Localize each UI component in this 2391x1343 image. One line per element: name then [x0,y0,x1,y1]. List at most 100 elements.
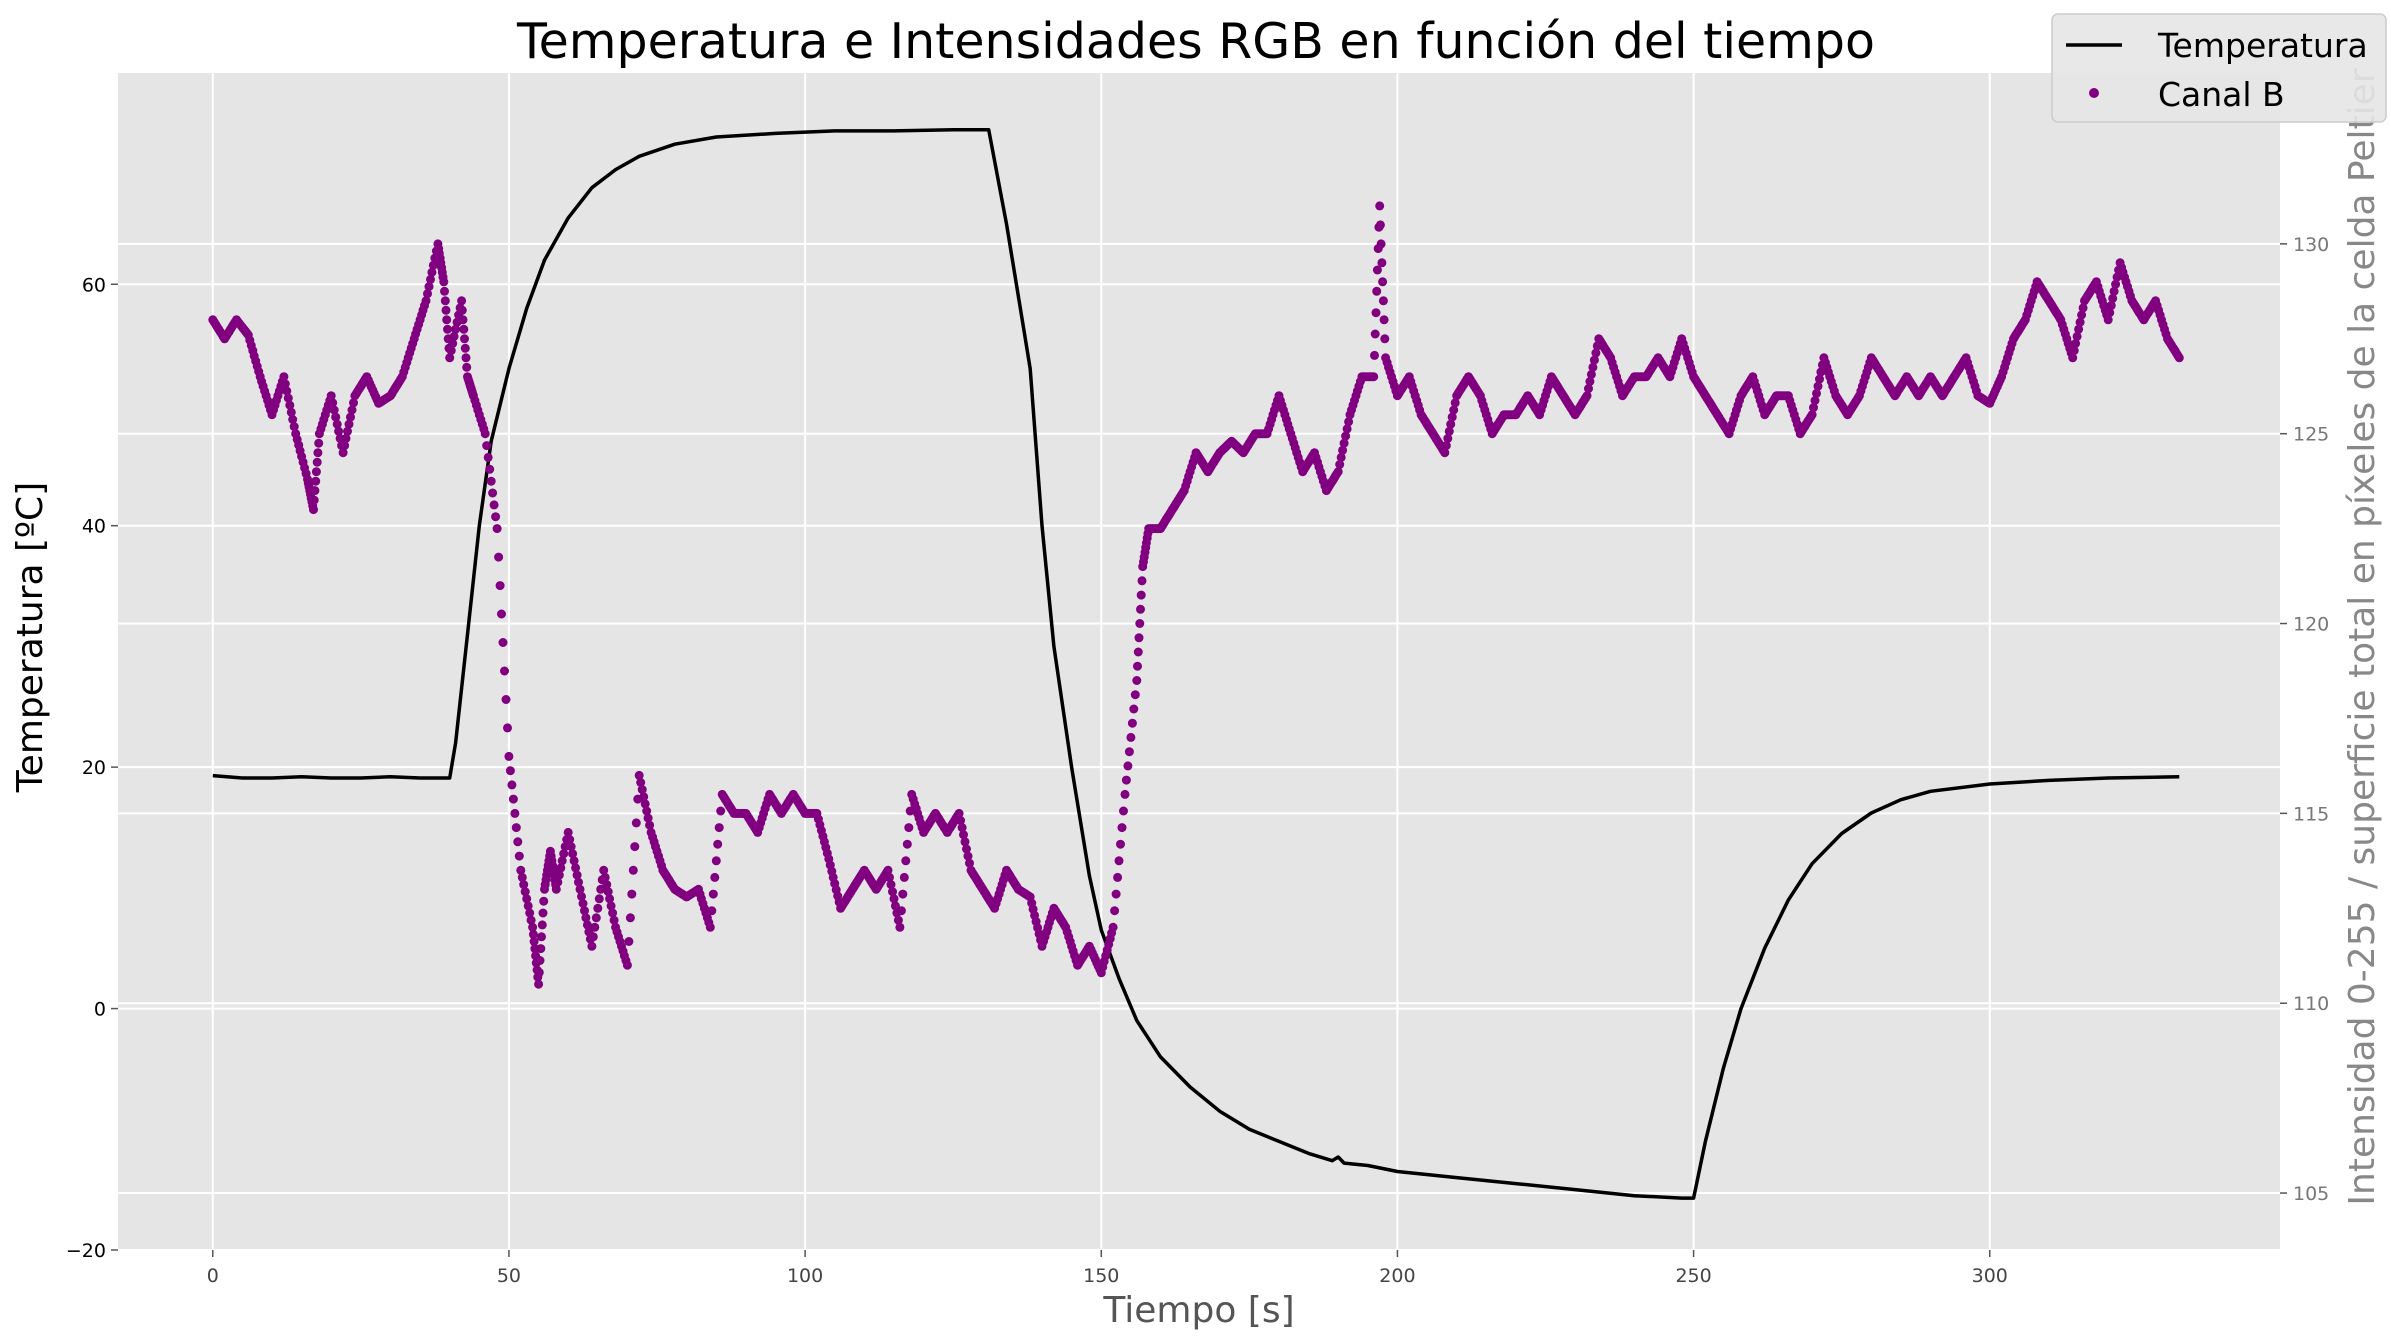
x-tick-label: 50 [497,1265,521,1287]
canal-b-point [522,894,532,904]
canal-b-point [1446,419,1456,429]
canal-b-point [492,524,502,534]
canal-b-point [514,851,524,861]
canal-b-point [554,870,564,880]
canal-b-point [2074,324,2084,334]
canal-b-point [1135,619,1145,628]
canal-b-point [2071,339,2081,348]
canal-b-point [1582,391,1592,401]
canal-b-point [1120,789,1130,799]
canal-b-point [959,830,968,840]
canal-b-point [711,856,721,866]
canal-b-point [1807,410,1817,420]
canal-b-point [1369,372,1379,382]
canal-b-point [535,956,545,965]
canal-b-point [288,415,298,424]
canal-b-point [572,870,582,880]
canal-b-point [1809,403,1818,413]
canal-b-point [883,865,893,875]
canal-b-point [1371,308,1381,318]
canal-b-point [1379,315,1389,325]
canal-b-point [1813,381,1823,391]
canal-b-point [445,353,455,363]
canal-b-point [523,901,533,911]
canal-b-point [349,398,358,408]
y-left-tick-label: 0 [94,999,106,1021]
canal-b-point [593,903,603,913]
canal-b-point [885,872,894,882]
canal-b-point [539,896,549,906]
canal-b-point [428,260,438,270]
canal-b-point [439,277,449,287]
canal-b-point [1119,806,1128,816]
canal-b-point [631,818,641,828]
canal-b-point [1341,431,1351,441]
canal-b-point [571,863,581,873]
canal-b-point [962,844,971,854]
canal-b-point [1447,412,1457,422]
canal-b-point [630,842,640,852]
x-tick-label: 100 [787,1265,823,1287]
canal-b-point [2075,317,2085,327]
canal-b-point [340,441,350,451]
canal-b-point [1133,647,1143,657]
canal-b-point [569,856,579,866]
canal-b-point [902,839,912,849]
canal-b-point [2068,353,2078,363]
canal-b-point [898,889,908,899]
canal-b-point [901,856,911,866]
canal-b-point [557,856,567,866]
canal-b-point [622,960,632,970]
canal-b-point [575,884,585,894]
canal-b-point [1124,747,1134,757]
canal-b-point [280,379,290,389]
canal-b-point [609,915,619,925]
canal-b-point [440,286,449,296]
canal-b-point [890,901,900,911]
canal-b-point [895,922,905,932]
canal-b-point [505,766,515,776]
canal-b-point [965,858,974,868]
legend-canal-b-label: Canal B [2158,75,2285,114]
canal-b-point [1372,286,1382,296]
canal-b-point [606,901,616,911]
canal-b-point [1815,374,1824,384]
canal-b-point [526,915,536,925]
canal-b-point [289,422,299,432]
canal-b-point [2072,331,2082,341]
canal-b-point [520,887,530,897]
plot-area [118,73,2280,1250]
canal-b-point [457,296,467,306]
canal-b-point [1137,576,1147,586]
y-left-tick-label: 60 [82,274,106,296]
canal-b-point [636,778,646,787]
canal-b-point [1132,676,1142,685]
canal-b-point [311,476,321,486]
canal-b-point [338,448,348,458]
canal-b-point [423,289,432,299]
canal-b-point [603,887,613,897]
canal-b-point [888,887,897,897]
canal-b-point [1110,906,1120,916]
y-axis-left-label: Temperatura [ºC] [10,482,51,793]
canal-b-point [1444,426,1454,436]
canal-b-point [1111,889,1121,899]
canal-b-point [642,806,652,816]
canal-b-point [1336,452,1346,462]
canal-b-point [551,884,561,894]
canal-b-point [899,872,909,882]
canal-b-point [600,872,610,882]
y-left-tick-label: 40 [82,516,106,538]
canal-b-point [1812,388,1821,398]
canal-b-point [1127,718,1137,728]
canal-b-point [519,880,529,890]
canal-b-point [483,452,493,462]
canal-b-point [537,920,547,930]
canal-b-point [639,792,649,802]
canal-b-point [343,426,352,436]
canal-b-point [443,324,452,334]
canal-b-point [1588,362,1598,372]
canal-b-point [1108,922,1118,932]
canal-b-point [605,894,615,904]
canal-b-point [528,929,538,939]
